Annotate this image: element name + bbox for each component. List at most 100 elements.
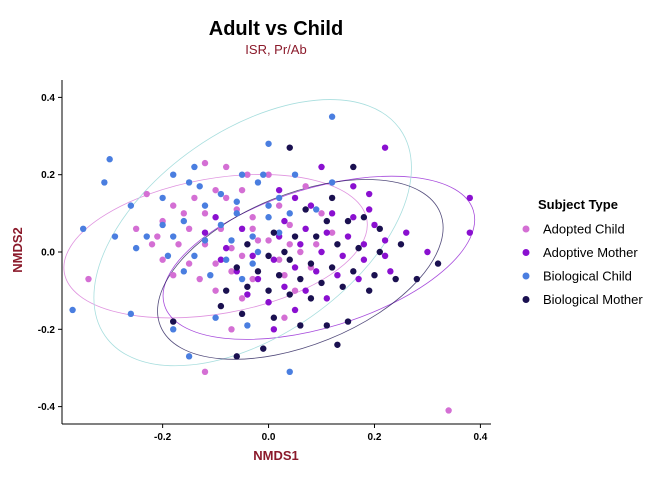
point-biological-mother [360, 214, 368, 221]
point-adoptive-mother [466, 194, 474, 202]
point-biological-child [328, 179, 336, 186]
point-adoptive-mother [275, 186, 283, 194]
point-biological-child [106, 156, 113, 163]
point-biological-mother [217, 302, 225, 310]
point-adoptive-mother [344, 233, 352, 240]
point-biological-mother [350, 268, 357, 275]
point-adoptive-mother [265, 299, 272, 306]
point-biological-mother [170, 318, 177, 325]
point-adoptive-mother [334, 271, 341, 279]
point-adopted-child [286, 241, 293, 248]
point-biological-mother [397, 241, 405, 248]
point-biological-mother [323, 217, 331, 225]
point-biological-mother [307, 295, 315, 302]
point-biological-mother [376, 248, 383, 256]
y-axis-ticks: -0.4 -0.2 0.0 0.2 0.4 [38, 93, 62, 413]
point-biological-child [328, 113, 336, 120]
point-adoptive-mother [371, 221, 378, 229]
point-adopted-child [132, 225, 140, 233]
point-biological-mother [291, 233, 299, 240]
point-biological-child [127, 202, 135, 209]
point-adoptive-mother [307, 202, 315, 209]
point-biological-child [313, 206, 320, 213]
point-biological-child [170, 171, 177, 178]
point-biological-mother [376, 225, 383, 233]
point-adopted-child [244, 171, 251, 178]
point-biological-child [191, 252, 198, 260]
point-adopted-child [297, 248, 304, 256]
point-biological-mother [222, 287, 230, 294]
point-biological-mother [281, 248, 288, 256]
point-adoptive-mother [270, 326, 278, 333]
point-biological-mother [302, 206, 309, 213]
point-adopted-child [313, 241, 320, 248]
point-biological-mother [313, 233, 320, 240]
point-adopted-child [265, 237, 272, 244]
legend-label-biological-child: Biological Child [543, 269, 632, 284]
point-biological-mother [297, 322, 304, 329]
point-biological-child [291, 171, 299, 178]
ellipse-adopted-child [63, 174, 368, 319]
point-biological-child [265, 214, 272, 221]
point-biological-mother [260, 345, 267, 352]
point-biological-mother [265, 252, 272, 260]
point-biological-child [207, 271, 214, 279]
point-biological-child [238, 171, 246, 178]
point-biological-child [79, 225, 87, 233]
point-adopted-child [180, 210, 188, 217]
point-biological-mother [434, 260, 442, 267]
point-adoptive-mother [466, 229, 474, 236]
point-biological-child [244, 322, 251, 329]
point-adoptive-mother [381, 144, 389, 151]
point-adopted-child [254, 237, 262, 244]
chart-subtitle: ISR, Pr/Ab [245, 42, 306, 57]
point-adopted-child [291, 287, 299, 294]
point-adoptive-mother [201, 229, 209, 236]
legend-label-biological-mother: Biological Mother [543, 292, 643, 307]
legend-title: Subject Type [538, 197, 618, 212]
point-biological-child [185, 179, 193, 186]
point-adoptive-mother [281, 283, 288, 290]
legend-label-adopted-child: Adopted Child [543, 222, 625, 237]
point-adopted-child [201, 159, 209, 167]
point-adopted-child [196, 275, 203, 283]
point-adopted-child [185, 225, 193, 233]
point-biological-child [265, 140, 272, 147]
x-axis-ticks: -0.2 0.0 0.2 0.4 [154, 424, 488, 443]
point-adopted-child [201, 210, 209, 217]
point-biological-mother [307, 260, 315, 267]
chart-title: Adult vs Child [209, 18, 343, 40]
point-biological-mother [318, 279, 325, 287]
point-adopted-child [328, 229, 336, 236]
point-biological-child [180, 268, 188, 275]
ellipses-layer [63, 99, 476, 367]
point-adopted-child [318, 210, 325, 217]
point-biological-mother [344, 217, 352, 225]
point-biological-mother [328, 194, 336, 202]
point-biological-child [217, 190, 225, 198]
x-tick-label: 0.4 [473, 432, 487, 443]
point-adoptive-mother [381, 252, 389, 260]
point-biological-child [254, 179, 262, 186]
point-adoptive-mother [403, 229, 410, 236]
point-biological-mother [286, 256, 293, 263]
point-adopted-child [191, 194, 198, 202]
point-adoptive-mother [365, 190, 373, 198]
point-biological-child [111, 233, 119, 240]
point-biological-child [180, 217, 188, 225]
legend-label-adoptive-mother: Adoptive Mother [543, 245, 638, 260]
point-adopted-child [238, 252, 246, 260]
point-adopted-child [238, 295, 246, 302]
point-adopted-child [302, 183, 309, 190]
point-biological-mother [254, 268, 262, 275]
point-adoptive-mother [281, 217, 288, 225]
point-biological-child [191, 163, 198, 171]
point-biological-child [222, 256, 230, 263]
point-adoptive-mother [291, 306, 299, 314]
point-biological-child [170, 233, 177, 240]
point-adopted-child [159, 256, 166, 263]
point-biological-mother [392, 275, 399, 283]
point-biological-child [249, 233, 256, 240]
point-adopted-child [281, 314, 288, 321]
point-biological-child [143, 233, 150, 240]
